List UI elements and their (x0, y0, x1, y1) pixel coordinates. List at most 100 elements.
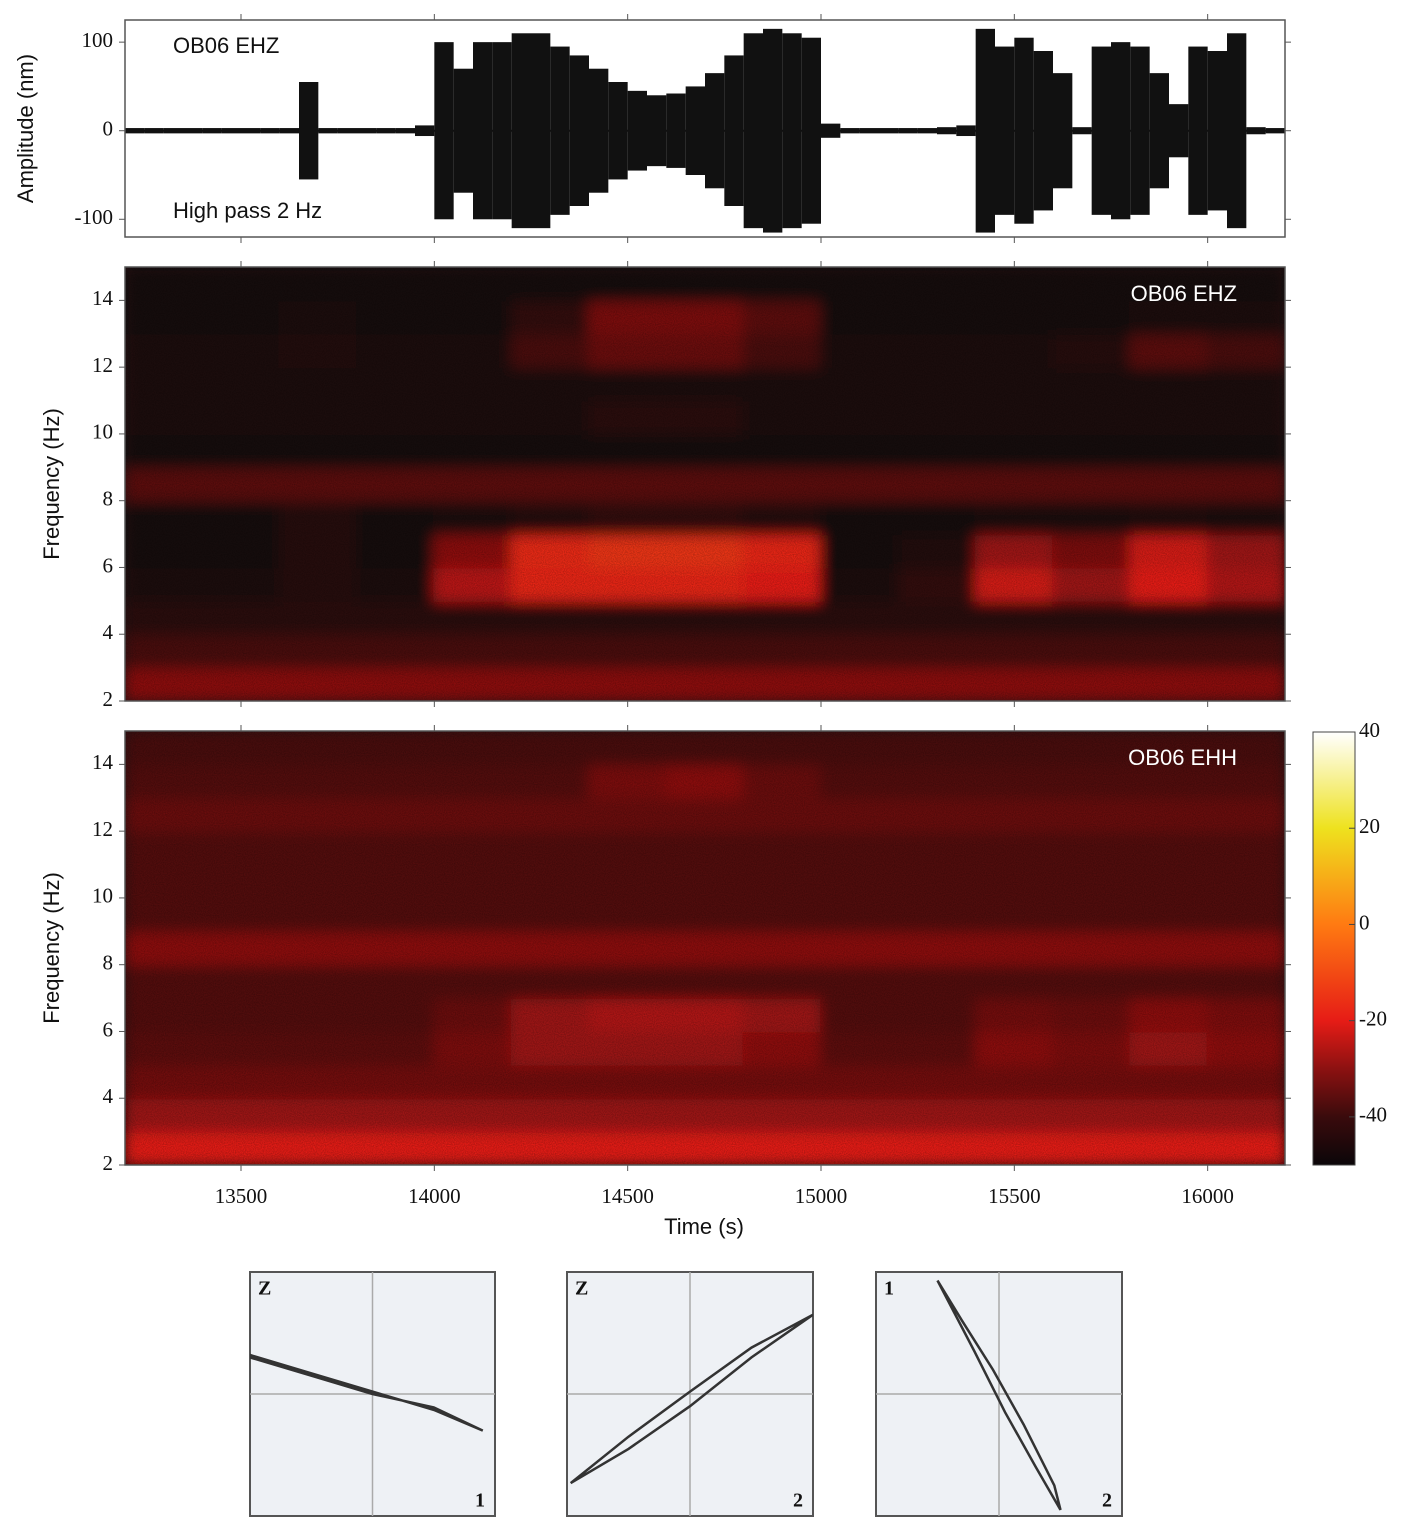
amplitude-envelope (1169, 104, 1188, 157)
amplitude-envelope (782, 33, 801, 228)
amplitude-envelope (705, 73, 724, 188)
amplitude-envelope (1246, 127, 1265, 134)
y-tick-label: 10 (92, 420, 113, 444)
amplitude-envelope (396, 128, 415, 133)
x-tick-label: 13500 (215, 1184, 268, 1208)
y-tick-label: 14 (92, 286, 114, 310)
amplitude-envelope (144, 128, 163, 133)
x-tick-label: 15500 (988, 1184, 1041, 1208)
amplitude-envelope (666, 94, 685, 168)
amplitude-envelope (434, 42, 453, 219)
amplitude-envelope (241, 128, 260, 133)
x-tick-label: 15000 (795, 1184, 848, 1208)
amplitude-envelope (318, 128, 337, 133)
station-label: OB06 EHZ (173, 33, 279, 58)
amplitude-envelope (1053, 73, 1072, 188)
amplitude-envelope (357, 128, 376, 133)
colorbar (1313, 732, 1355, 1165)
amplitude-envelope (589, 69, 608, 193)
colorbar-tick-label: -20 (1359, 1006, 1387, 1030)
amplitude-envelope (1092, 47, 1111, 215)
amplitude-envelope (512, 33, 531, 228)
amplitude-envelope (299, 82, 318, 179)
y-tick-label: 12 (92, 817, 113, 841)
y-component-label: Z (575, 1278, 588, 1300)
colorbar-tick-label: 40 (1359, 718, 1380, 742)
amplitude-envelope (492, 42, 511, 219)
filter-label: High pass 2 Hz (173, 198, 322, 223)
noise-texture (125, 731, 1285, 1165)
amplitude-envelope (531, 33, 550, 228)
y-axis-label: Frequency (Hz) (39, 872, 64, 1024)
station-label: OB06 EHH (1128, 745, 1237, 770)
amplitude-envelope (976, 29, 995, 233)
y-component-label: Z (258, 1278, 271, 1300)
amplitude-envelope (937, 127, 956, 134)
amplitude-envelope (995, 47, 1014, 215)
amplitude-envelope (1150, 73, 1169, 188)
amplitude-envelope (570, 55, 589, 206)
amplitude-envelope (860, 128, 879, 133)
colorbar-tick-label: 20 (1359, 814, 1380, 838)
y-tick-label: 2 (103, 1151, 114, 1175)
amplitude-envelope (956, 125, 975, 136)
x-axis-label: Time (s) (664, 1214, 744, 1239)
x-tick-label: 16000 (1181, 1184, 1234, 1208)
x-component-label: 2 (793, 1490, 803, 1512)
amplitude-envelope (744, 33, 763, 228)
amplitude-envelope (840, 128, 859, 133)
amplitude-envelope (202, 128, 221, 133)
y-tick-label: 4 (103, 1084, 114, 1108)
y-tick-label: 0 (103, 117, 114, 141)
y-tick-label: 100 (82, 28, 114, 52)
spectrogram (124, 730, 1286, 1166)
amplitude-envelope (628, 91, 647, 171)
amplitude-envelope (415, 125, 434, 136)
amplitude-envelope (879, 128, 898, 133)
y-tick-label: -100 (75, 205, 114, 229)
y-tick-label: 6 (103, 1017, 114, 1041)
y-tick-label: 12 (92, 353, 113, 377)
amplitude-envelope (1188, 47, 1207, 215)
y-tick-label: 8 (103, 951, 114, 975)
x-component-label: 2 (1102, 1490, 1112, 1512)
amplitude-envelope (125, 128, 144, 133)
amplitude-envelope (183, 128, 202, 133)
y-tick-label: 4 (103, 620, 114, 644)
y-component-label: 1 (884, 1278, 894, 1300)
y-tick-label: 14 (92, 750, 114, 774)
amplitude-envelope (686, 86, 705, 175)
amplitude-envelope (1208, 51, 1227, 210)
amplitude-envelope (1034, 51, 1053, 210)
station-label: OB06 EHZ (1131, 281, 1237, 306)
amplitude-envelope (473, 42, 492, 219)
amplitude-envelope (1266, 128, 1285, 133)
amplitude-envelope (1227, 33, 1246, 228)
amplitude-envelope (802, 38, 821, 224)
y-tick-label: 6 (103, 553, 114, 577)
noise-texture (125, 267, 1285, 701)
amplitude-envelope (898, 128, 917, 133)
amplitude-envelope (1072, 127, 1091, 134)
amplitude-envelope (376, 128, 395, 133)
y-tick-label: 2 (103, 687, 114, 711)
y-axis-label: Frequency (Hz) (39, 408, 64, 560)
amplitude-envelope (164, 128, 183, 133)
amplitude-envelope (550, 47, 569, 215)
amplitude-envelope (338, 128, 357, 133)
x-tick-label: 14000 (408, 1184, 461, 1208)
amplitude-envelope (647, 95, 666, 166)
amplitude-envelope (280, 128, 299, 133)
amplitude-envelope (724, 55, 743, 206)
x-component-label: 1 (475, 1490, 485, 1512)
amplitude-envelope (821, 124, 840, 138)
y-tick-label: 10 (92, 884, 113, 908)
y-axis-label: Amplitude (nm) (13, 54, 38, 203)
y-tick-label: 8 (103, 487, 114, 511)
colorbar-tick-label: -40 (1359, 1103, 1387, 1127)
amplitude-envelope (763, 29, 782, 233)
amplitude-envelope (260, 128, 279, 133)
amplitude-envelope (222, 128, 241, 133)
spectrogram (124, 266, 1286, 702)
